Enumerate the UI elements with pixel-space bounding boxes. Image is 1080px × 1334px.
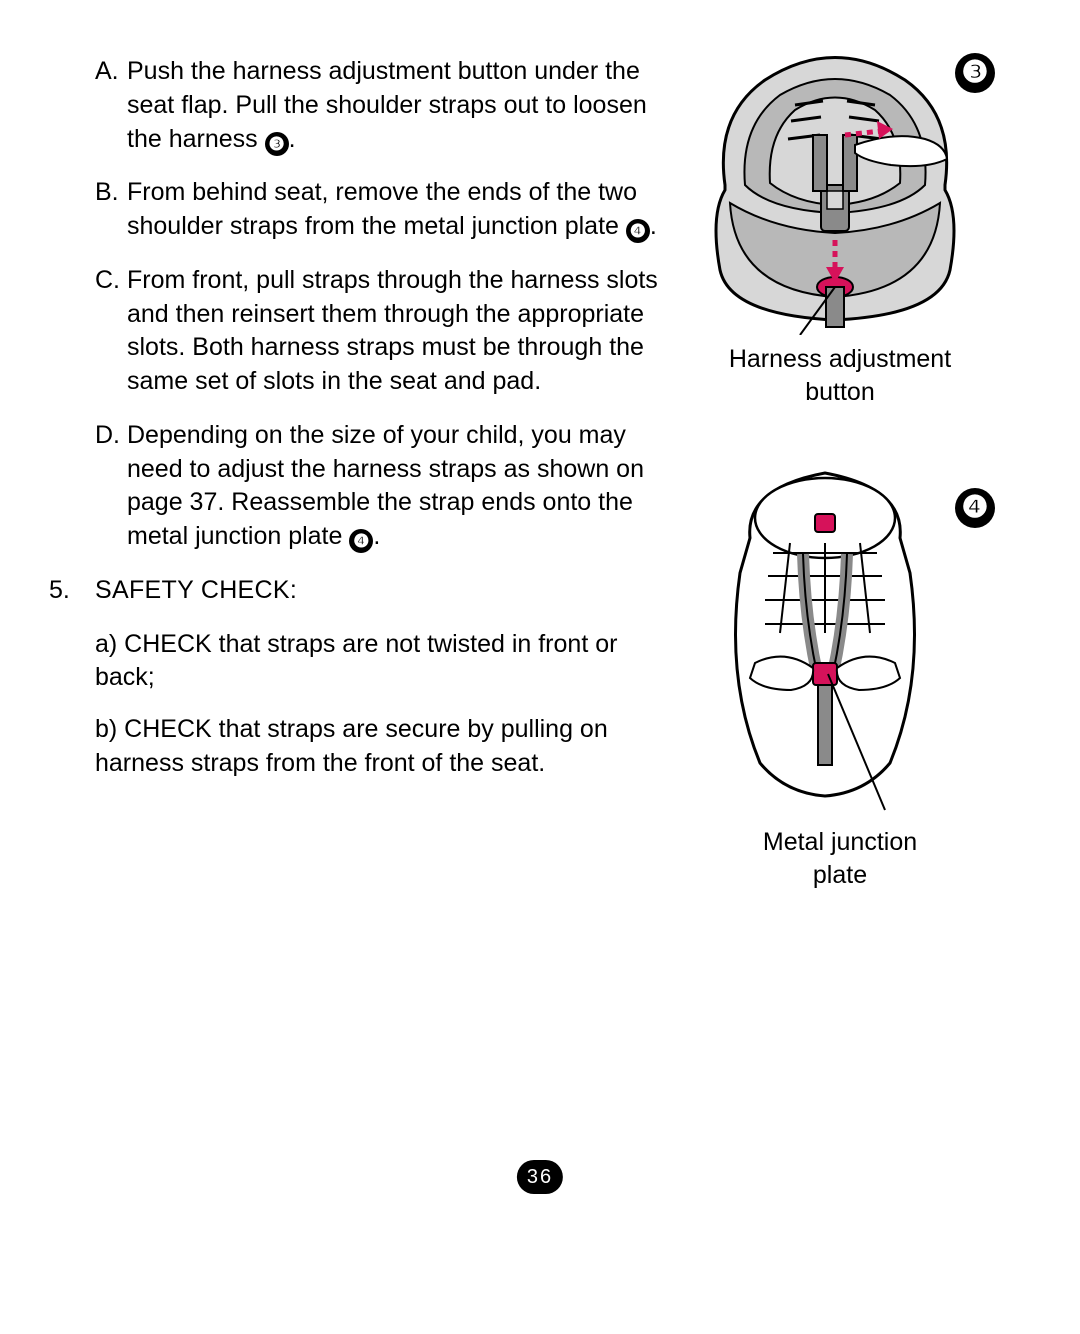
- figure-4-illustration: [695, 458, 955, 818]
- check-a: a) CHECK that straps are not twisted in …: [95, 628, 655, 696]
- step-a: A. Push the harness adjustment button un…: [95, 55, 665, 156]
- figure-4-badge: ❹: [955, 488, 995, 528]
- section-5: 5. SAFETY CHECK:: [49, 574, 665, 608]
- step-d-text: Depending on the size of your child, you…: [127, 421, 644, 550]
- step-b: B. From behind seat, remove the ends of …: [95, 176, 665, 244]
- step-a-after: .: [289, 125, 296, 153]
- ref-3-icon: ❸: [265, 132, 289, 156]
- step-d-body: Depending on the size of your child, you…: [127, 419, 665, 554]
- figure-3-caption: Harness adjustment button: [695, 343, 985, 408]
- step-d: D. Depending on the size of your child, …: [95, 419, 665, 554]
- step-d-after: .: [373, 522, 380, 550]
- step-c-marker: C.: [95, 264, 127, 399]
- figure-3-caption-l1: Harness adjustment: [695, 343, 985, 376]
- figure-4: ❹: [695, 458, 985, 891]
- section-5-title: SAFETY CHECK:: [95, 574, 665, 608]
- step-b-after: .: [650, 212, 657, 240]
- step-a-text: Push the harness adjustment button under…: [127, 57, 647, 153]
- step-a-body: Push the harness adjustment button under…: [127, 55, 665, 156]
- figure-4-caption-l2: plate: [695, 859, 985, 892]
- figure-4-caption: Metal junction plate: [695, 826, 985, 891]
- figure-4-caption-l1: Metal junction: [695, 826, 985, 859]
- page-number: 36: [527, 1166, 553, 1189]
- figure-3: ❸: [695, 35, 985, 408]
- step-c: C. From front, pull straps through the h…: [95, 264, 665, 399]
- figure-3-illustration: [695, 35, 975, 335]
- page-number-badge: 36: [517, 1160, 563, 1194]
- step-c-text: From front, pull straps through the harn…: [127, 264, 665, 399]
- figure-3-badge: ❸: [955, 53, 995, 93]
- check-b: b) CHECK that straps are secure by pulli…: [95, 713, 655, 781]
- ref-4-icon: ❹: [626, 219, 650, 243]
- section-5-number: 5.: [49, 574, 95, 608]
- step-b-text: From behind seat, remove the ends of the…: [127, 178, 637, 240]
- ref-4b-icon: ❹: [349, 529, 373, 553]
- figure-3-caption-l2: button: [695, 376, 985, 409]
- step-b-marker: B.: [95, 176, 127, 244]
- step-d-marker: D.: [95, 419, 127, 554]
- step-a-marker: A.: [95, 55, 127, 156]
- step-b-body: From behind seat, remove the ends of the…: [127, 176, 665, 244]
